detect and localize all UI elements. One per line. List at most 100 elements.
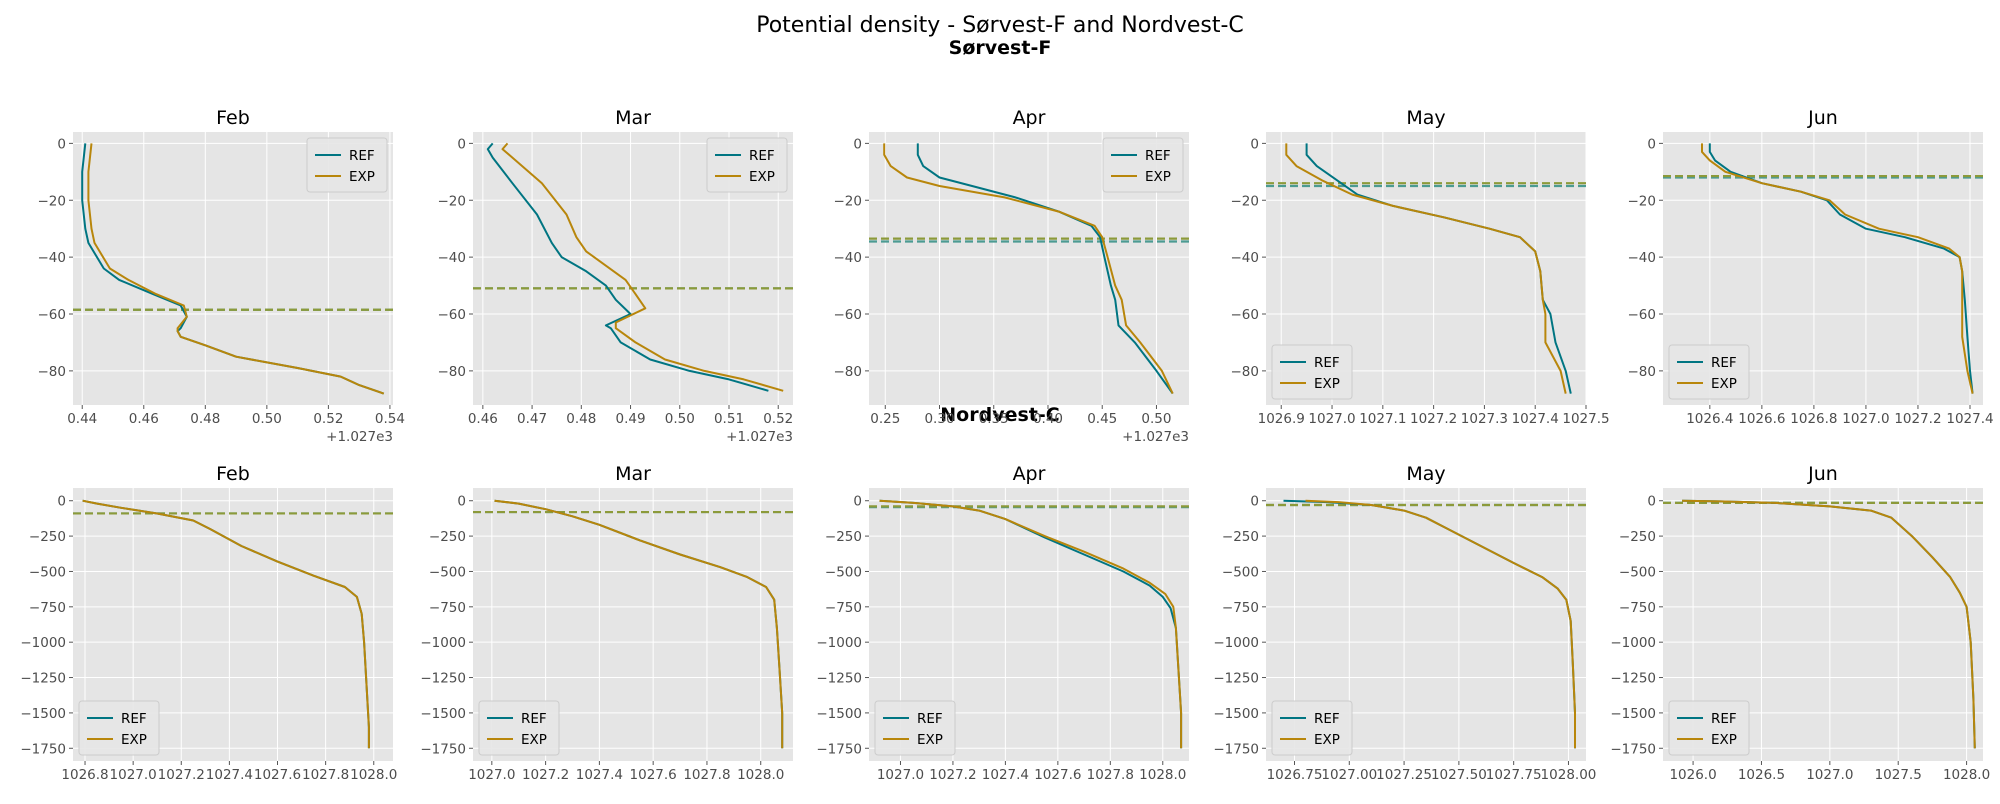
x-tick-label: 0.44 — [67, 411, 97, 427]
series-line-exp — [82, 499, 370, 749]
y-tick-label: 0 — [1250, 136, 1259, 152]
legend: REF EXP — [1271, 700, 1353, 756]
y-tick-label: 0 — [457, 494, 466, 510]
panel-title: Mar — [615, 463, 651, 485]
x-tick-label: 1026.0 — [1669, 767, 1716, 783]
x-tick-label: 1027.2 — [1410, 411, 1457, 427]
series-line-exp — [87, 143, 385, 395]
legend-frame — [706, 137, 788, 193]
plot-area — [73, 499, 393, 749]
plot-area — [869, 499, 1189, 749]
y-tick-label: −250 — [1222, 529, 1259, 545]
y-tick-label: 0 — [457, 136, 466, 152]
panel-1-mar: 0.46 0.47 0.48 0.49 0.50 0.51 0.52 0 −20 −40 −60 −8… — [438, 107, 794, 445]
x-tick-label: 0.52 — [313, 411, 343, 427]
x-tick-label: 1027.6 — [1034, 767, 1081, 783]
x-offset-label: +1.027e3 — [1122, 429, 1189, 445]
legend-label-ref: REF — [1711, 355, 1737, 371]
x-tick-label: 1027.4 — [982, 767, 1029, 783]
y-tick-label: −1000 — [1610, 635, 1656, 651]
y-tick-label: −750 — [825, 600, 862, 616]
panel-title: Apr — [1013, 107, 1046, 129]
y-tick-label: −1750 — [1213, 741, 1259, 757]
x-tick-label: 1026.9 — [1258, 411, 1305, 427]
x-tick-label: 1026.4 — [1686, 411, 1733, 427]
panel-2-may: 1026.751027.001027.251027.501027.751028.… — [1213, 463, 1596, 783]
x-tick-label: 1027.4 — [1512, 411, 1559, 427]
legend-frame — [306, 137, 388, 193]
y-tick-label: −1250 — [1213, 671, 1259, 687]
y-tick-label: −1750 — [1610, 741, 1656, 757]
x-tick-label: 1027.1 — [1359, 411, 1406, 427]
y-tick-label: −750 — [1619, 600, 1656, 616]
x-tick-label: 1026.6 — [1738, 411, 1785, 427]
panel-title: Mar — [615, 107, 651, 129]
legend-label-ref: REF — [1314, 355, 1340, 371]
y-tick-label: 0 — [1647, 136, 1656, 152]
legend-frame — [1668, 344, 1750, 400]
legend-frame — [874, 700, 956, 756]
legend-label-exp: EXP — [1711, 376, 1737, 392]
x-tick-label: 0.30 — [924, 411, 954, 427]
legend-label-ref: REF — [1314, 711, 1340, 727]
panel-title: May — [1406, 463, 1445, 485]
x-tick-label: 0.48 — [566, 411, 596, 427]
legend-label-ref: REF — [349, 148, 375, 164]
y-tick-label: −1250 — [420, 671, 466, 687]
y-tick-label: −250 — [1619, 529, 1656, 545]
y-tick-label: −1500 — [1213, 706, 1259, 722]
x-tick-label: 1028.00 — [1541, 767, 1597, 783]
plot-area — [1663, 499, 1983, 749]
y-tick-label: −1500 — [1610, 706, 1656, 722]
x-tick-label: 0.51 — [714, 411, 744, 427]
x-tick-label: 0.46 — [129, 411, 159, 427]
group-title-1: Sørvest-F — [949, 37, 1052, 59]
x-tick-label: 0.25 — [870, 411, 900, 427]
legend-label-ref: REF — [917, 711, 943, 727]
legend-frame — [1668, 700, 1750, 756]
y-tick-label: −60 — [438, 307, 467, 323]
x-tick-label: 1027.4 — [1946, 411, 1993, 427]
x-tick-label: 1026.8 — [1790, 411, 1837, 427]
y-tick-label: 0 — [853, 494, 862, 510]
x-tick-label: 0.35 — [979, 411, 1009, 427]
x-tick-label: 1028.0 — [1139, 767, 1186, 783]
plot-area — [1663, 143, 1983, 394]
legend-frame — [1271, 700, 1353, 756]
x-tick-label: 1027.50 — [1431, 767, 1487, 783]
legend: REF EXP — [78, 700, 160, 756]
x-tick-label: 1027.4 — [576, 767, 623, 783]
plot-area — [1266, 499, 1586, 749]
y-tick-label: −20 — [1231, 193, 1260, 209]
x-tick-label: 1028.0 — [737, 767, 784, 783]
y-tick-label: −1000 — [816, 635, 862, 651]
y-tick-label: −500 — [429, 564, 466, 580]
y-tick-label: −1500 — [20, 706, 66, 722]
legend-label-exp: EXP — [121, 732, 147, 748]
y-tick-label: −1250 — [1610, 671, 1656, 687]
x-tick-label: 1027.0 — [110, 767, 157, 783]
x-tick-label: 0.45 — [1087, 411, 1117, 427]
x-tick-label: 0.46 — [468, 411, 498, 427]
legend: REF EXP — [1668, 344, 1750, 400]
y-tick-label: −500 — [29, 564, 66, 580]
x-tick-label: 1027.0 — [1842, 411, 1889, 427]
x-tick-label: 1027.0 — [1806, 767, 1853, 783]
legend-label-ref: REF — [1711, 711, 1737, 727]
y-tick-label: −1000 — [20, 635, 66, 651]
y-tick-label: −40 — [38, 250, 67, 266]
x-tick-label: 1027.0 — [1308, 411, 1355, 427]
y-tick-label: −40 — [1231, 250, 1260, 266]
y-tick-label: 0 — [57, 136, 66, 152]
y-tick-label: −1000 — [420, 635, 466, 651]
y-tick-label: −20 — [438, 193, 467, 209]
y-tick-label: −60 — [1231, 307, 1260, 323]
plot-area — [869, 143, 1189, 395]
x-tick-label: 1027.75 — [1486, 767, 1542, 783]
x-tick-label: 0.47 — [517, 411, 547, 427]
y-tick-label: −500 — [1222, 564, 1259, 580]
y-tick-label: −1250 — [816, 671, 862, 687]
legend-label-exp: EXP — [749, 169, 775, 185]
x-tick-label: 0.52 — [763, 411, 793, 427]
y-tick-label: −60 — [38, 307, 67, 323]
